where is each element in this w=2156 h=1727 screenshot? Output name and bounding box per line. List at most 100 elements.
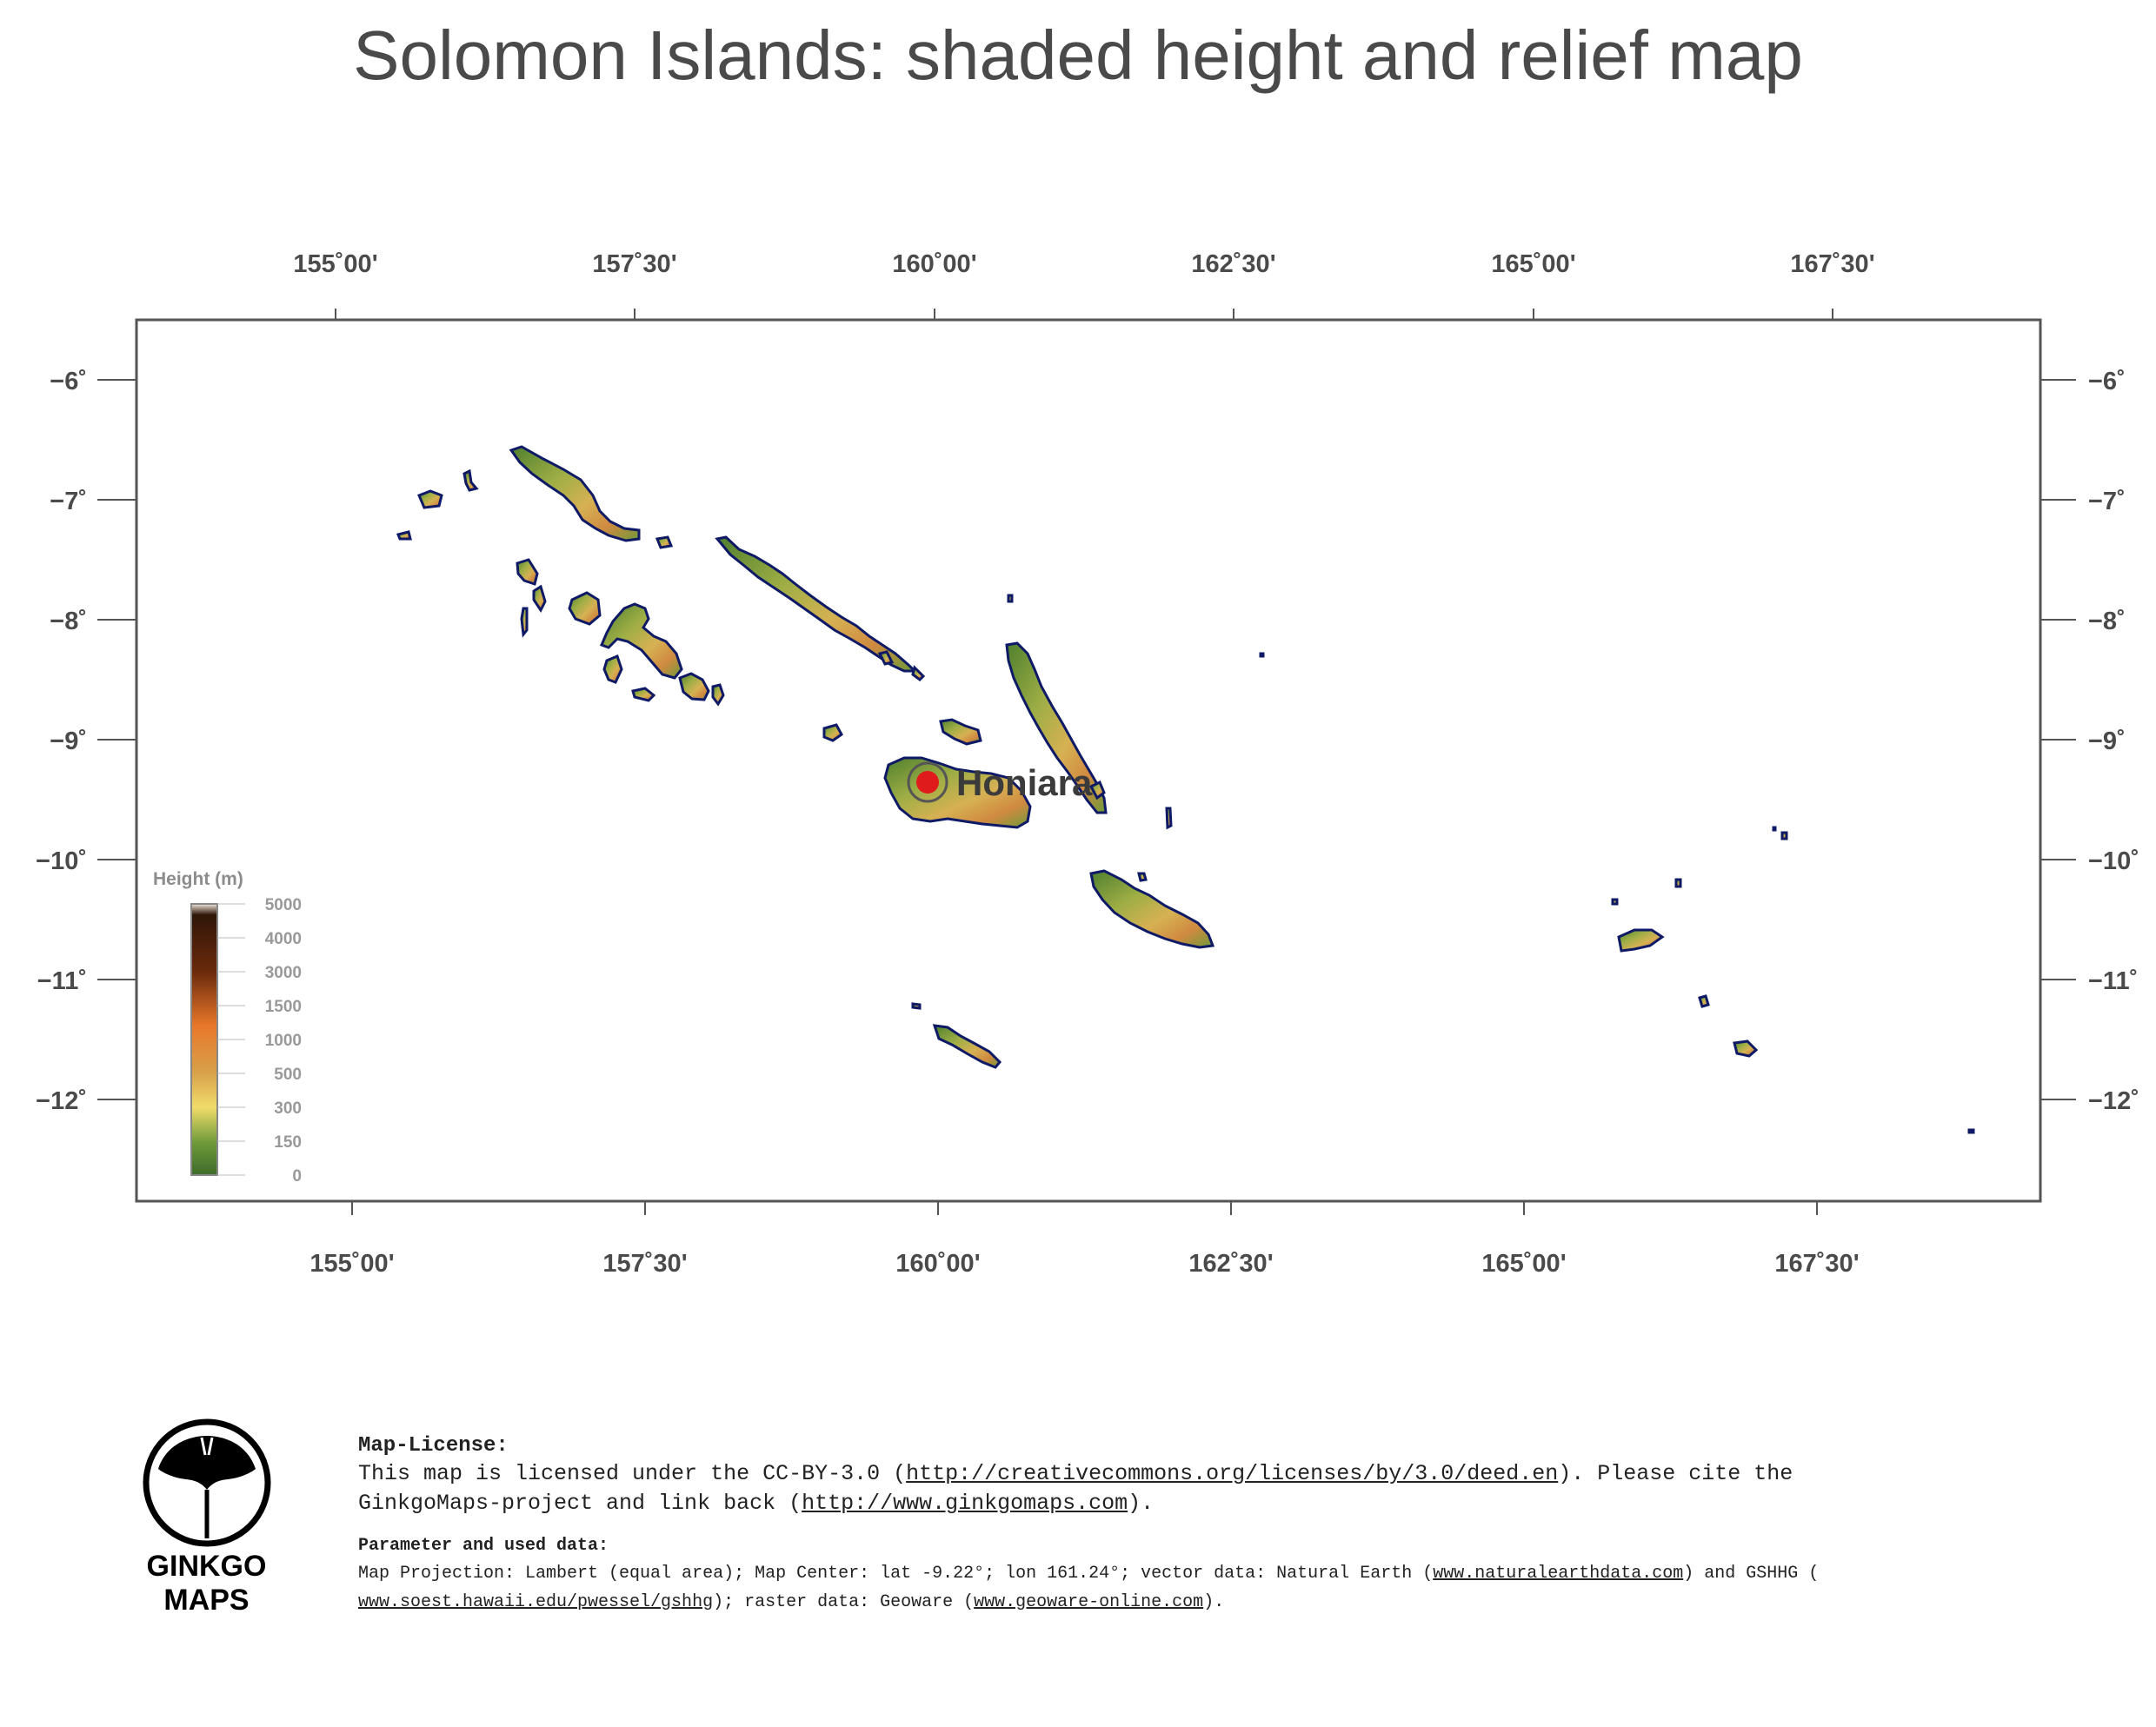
island-choiseul bbox=[509, 445, 641, 542]
island-small bbox=[1780, 831, 1788, 840]
right-lat-label: −9˚ bbox=[2088, 727, 2126, 755]
bottom-lon-label: 167˚30' bbox=[1774, 1250, 1859, 1278]
right-lat-label: −8˚ bbox=[2088, 608, 2126, 635]
bottom-longitude-axis: 155˚00' 157˚30' 160˚00' 162˚30' 165˚00' … bbox=[309, 1201, 1860, 1278]
footer: Map-License: This map is licensed under … bbox=[358, 1434, 2079, 1617]
license-heading: Map-License: bbox=[358, 1434, 509, 1458]
left-lat-label: −8˚ bbox=[50, 608, 87, 635]
island-rendova bbox=[602, 654, 623, 684]
license-text-part: This map is licensed under the CC-BY-3.0… bbox=[358, 1461, 907, 1486]
island-bellona bbox=[911, 1002, 922, 1010]
island-small bbox=[1007, 594, 1014, 603]
legend-label: 1500 bbox=[265, 998, 302, 1016]
city-label: Honiara bbox=[956, 762, 1093, 803]
island-small bbox=[1698, 994, 1710, 1008]
island-santa-isabel bbox=[715, 535, 918, 673]
map-frame bbox=[135, 318, 2042, 1203]
legend-label: 3000 bbox=[265, 964, 302, 982]
island-small bbox=[1674, 878, 1682, 888]
legend-title: Height (m) bbox=[153, 869, 243, 889]
top-lon-label: 167˚30' bbox=[1790, 250, 1874, 278]
island-small bbox=[520, 607, 529, 638]
island-rennell bbox=[932, 1024, 1002, 1069]
license-text: This map is licensed under the CC-BY-3.0… bbox=[358, 1459, 2079, 1518]
ginkgo-leaf-icon bbox=[143, 1418, 271, 1547]
island-small bbox=[1611, 898, 1619, 906]
logo-text-line1: GINKGO bbox=[146, 1550, 267, 1583]
island-makira bbox=[1089, 869, 1215, 949]
island-small bbox=[711, 683, 725, 707]
city-marker-icon bbox=[916, 771, 939, 794]
top-lon-label: 162˚30' bbox=[1191, 250, 1275, 278]
city-ring-icon bbox=[907, 761, 948, 803]
island-vangunu bbox=[678, 672, 710, 701]
legend-label: 1000 bbox=[265, 1032, 302, 1050]
island-small bbox=[417, 489, 443, 509]
map-title: Solomon Islands: shaded height and relie… bbox=[353, 17, 1803, 94]
island-malaita bbox=[1005, 641, 1108, 814]
islands bbox=[396, 445, 1975, 1134]
parameters-text-part: Map Projection: Lambert (equal area); Ma… bbox=[358, 1564, 1434, 1584]
island-small-malaita bbox=[1088, 780, 1106, 800]
legend-label: 500 bbox=[274, 1066, 302, 1084]
bottom-lon-label: 155˚00' bbox=[309, 1250, 394, 1278]
bottom-lon-label: 162˚30' bbox=[1188, 1250, 1273, 1278]
island-tetepare bbox=[631, 687, 656, 702]
parameters-text: Map Projection: Lambert (equal area); Ma… bbox=[358, 1559, 2079, 1617]
right-latitude-axis: −6˚ −7˚ −8˚ −9˚ −10˚ −11˚ −12˚ bbox=[2040, 368, 2139, 1115]
left-latitude-axis: −6˚ −7˚ −8˚ −9˚ −10˚ −11˚ −12˚ bbox=[36, 368, 136, 1115]
license-text-part: ). Please cite the bbox=[1558, 1461, 1793, 1486]
right-lat-label: −10˚ bbox=[2088, 847, 2139, 875]
island-small bbox=[1772, 826, 1777, 832]
license-text-part: GinkgoMaps-project and link back ( bbox=[358, 1491, 802, 1516]
island-ndeni bbox=[1617, 928, 1665, 953]
island-small bbox=[1165, 807, 1173, 830]
left-lat-label: −11˚ bbox=[37, 967, 87, 995]
legend-label: 300 bbox=[274, 1099, 302, 1118]
geoware-link[interactable]: www.geoware-online.com bbox=[974, 1592, 1204, 1612]
island-small bbox=[532, 584, 547, 613]
left-lat-label: −7˚ bbox=[50, 488, 87, 515]
right-lat-label: −11˚ bbox=[2088, 967, 2138, 995]
right-lat-label: −6˚ bbox=[2088, 368, 2126, 395]
island-new-georgia bbox=[600, 602, 683, 680]
parameters-text-part: ); raster data: Geoware ( bbox=[713, 1592, 975, 1612]
logo-text-line2: MAPS bbox=[163, 1584, 250, 1617]
ginkgomaps-link[interactable]: http://www.ginkgomaps.com bbox=[802, 1491, 1128, 1516]
legend-colorbar bbox=[190, 903, 218, 1176]
island-small bbox=[911, 665, 926, 681]
island-small bbox=[1259, 652, 1265, 658]
parameters-text-part: ) and GSHHG ( bbox=[1683, 1564, 1820, 1584]
gshhg-link[interactable]: www.soest.hawaii.edu/pwessel/gshhg bbox=[358, 1592, 714, 1612]
left-lat-label: −10˚ bbox=[36, 847, 87, 875]
naturalearth-link[interactable]: www.naturalearthdata.com bbox=[1433, 1564, 1684, 1584]
island-russell bbox=[822, 723, 843, 742]
bottom-lon-label: 165˚00' bbox=[1481, 1250, 1566, 1278]
left-lat-label: −12˚ bbox=[36, 1087, 87, 1115]
parameters-heading: Parameter and used data: bbox=[358, 1536, 609, 1556]
bottom-lon-label: 160˚00' bbox=[895, 1250, 980, 1278]
right-lat-label: −12˚ bbox=[2088, 1087, 2139, 1115]
island-small bbox=[655, 535, 674, 549]
legend-label: 5000 bbox=[265, 896, 302, 914]
island-kolombangara bbox=[568, 591, 602, 626]
top-lon-label: 160˚00' bbox=[892, 250, 976, 278]
bottom-lon-label: 157˚30' bbox=[602, 1250, 687, 1278]
height-legend: Height (m) 5000 4000 3000 1500 1000 500 … bbox=[153, 869, 302, 1186]
license-link[interactable]: http://creativecommons.org/licenses/by/3… bbox=[906, 1461, 1559, 1486]
island-small bbox=[462, 468, 479, 492]
ginkgo-maps-logo[interactable]: GINKGO MAPS bbox=[139, 1417, 278, 1617]
island-small bbox=[1967, 1128, 1975, 1134]
left-lat-label: −6˚ bbox=[50, 368, 87, 395]
top-longitude-axis: 155˚00' 157˚30' 160˚00' 162˚30' 165˚00' … bbox=[293, 250, 1875, 320]
legend-label: 4000 bbox=[265, 930, 302, 948]
license-text-part: ). bbox=[1128, 1491, 1155, 1516]
island-small bbox=[877, 650, 895, 666]
island-vella-lavella bbox=[516, 558, 539, 586]
city-honiara[interactable]: Honiara bbox=[907, 761, 1093, 803]
legend-label: 150 bbox=[274, 1133, 302, 1152]
island-small bbox=[1137, 872, 1148, 882]
top-lon-label: 157˚30' bbox=[592, 250, 676, 278]
left-lat-label: −9˚ bbox=[50, 727, 87, 755]
